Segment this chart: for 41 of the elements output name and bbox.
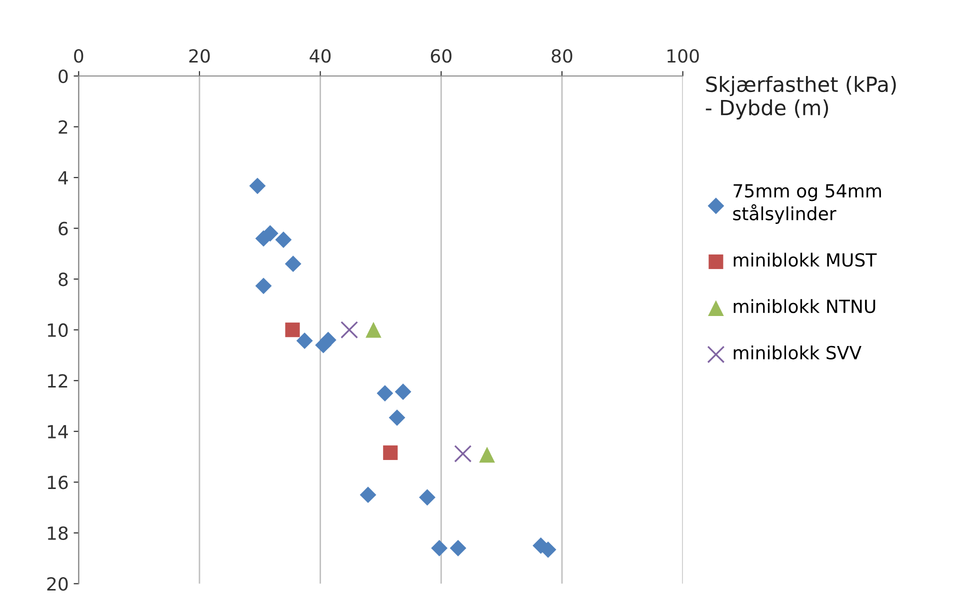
point xyxy=(388,409,406,426)
x-tick-label: 60 xyxy=(430,49,452,63)
legend-label: 75mm og 54mm stålsylinder xyxy=(733,184,881,224)
point xyxy=(255,278,272,294)
point xyxy=(376,385,394,402)
x-tick-label: 0 xyxy=(74,49,84,63)
x-tick-label: 80 xyxy=(552,49,572,63)
point xyxy=(285,322,300,338)
point xyxy=(249,178,266,194)
point xyxy=(360,486,376,504)
x-tick-label: 20 xyxy=(189,49,210,63)
point xyxy=(275,232,292,248)
y-tick-label: 2 xyxy=(58,120,68,134)
point xyxy=(394,384,412,400)
y-tick-label: 10 xyxy=(48,323,68,337)
y-tick-label: 20 xyxy=(47,577,68,591)
point xyxy=(320,332,336,348)
point xyxy=(284,256,302,272)
point xyxy=(296,332,313,349)
point xyxy=(479,446,495,463)
point xyxy=(383,445,398,460)
y-tick-label: 0 xyxy=(58,69,68,84)
y-tick-label: 14 xyxy=(48,425,68,438)
y-tick-label: 4 xyxy=(58,171,68,184)
y-tick-label: 12 xyxy=(48,374,68,388)
legend-label: miniblokk MUST xyxy=(734,252,877,267)
point xyxy=(454,444,472,462)
text: Skjærfasthet (kPa) - Dybde (m) xyxy=(706,76,896,120)
y-tick-label: 6 xyxy=(58,222,68,236)
y-tick-label: 16 xyxy=(48,476,68,490)
y-tick-label: 18 xyxy=(48,526,68,540)
y-tick-label: 8 xyxy=(58,272,68,286)
point xyxy=(366,322,382,338)
point xyxy=(450,540,466,556)
x-tick-label: 100 xyxy=(668,49,699,63)
legend-label: miniblokk NTNU xyxy=(734,299,876,314)
x-tick-label: 40 xyxy=(310,49,331,63)
legend-label: miniblokk SVV xyxy=(734,346,862,360)
point xyxy=(419,489,436,506)
point xyxy=(431,540,448,556)
point xyxy=(340,321,358,339)
